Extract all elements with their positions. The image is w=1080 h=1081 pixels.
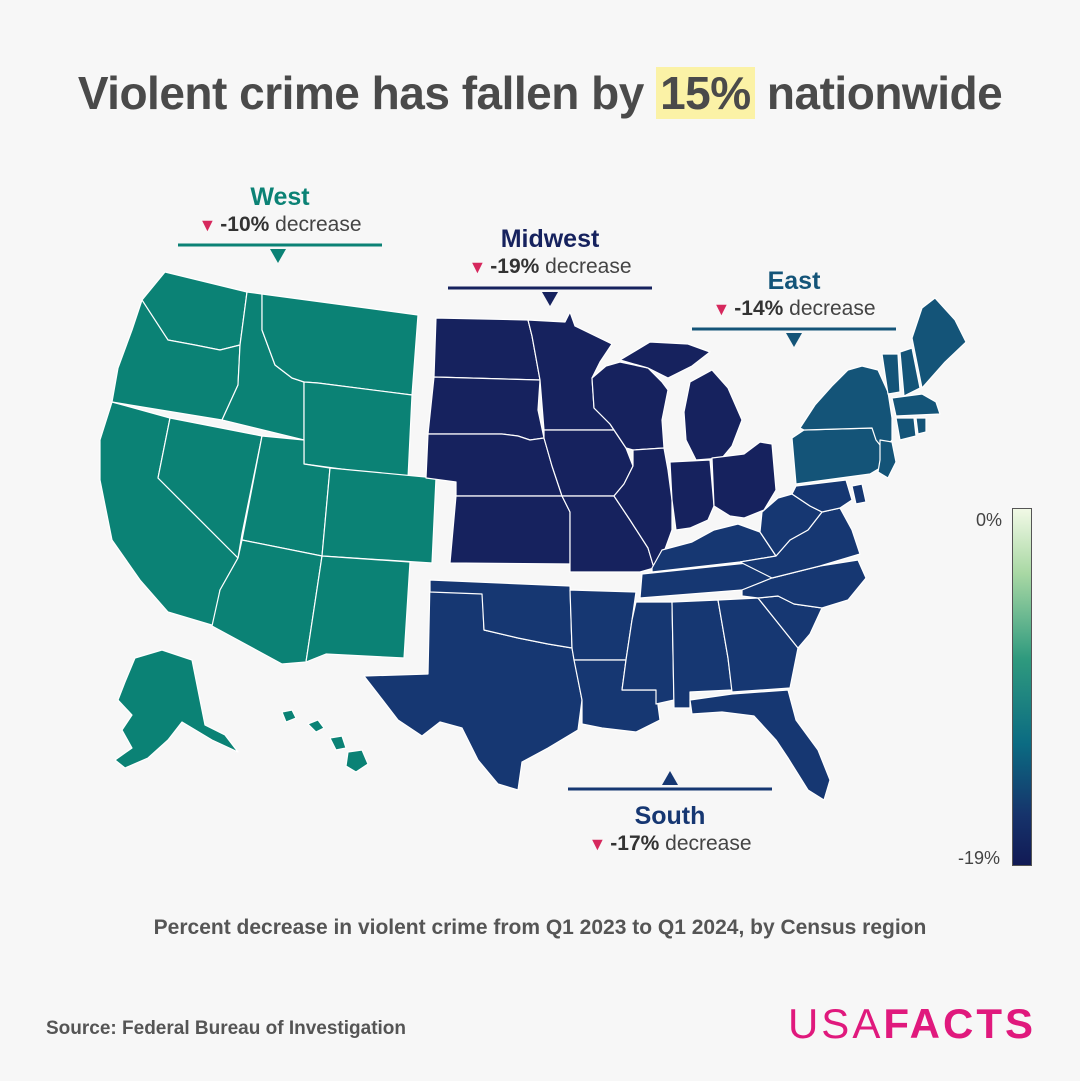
title-text-after: nationwide xyxy=(754,67,1003,119)
midwest-name: Midwest xyxy=(500,225,600,253)
region-midwest-states xyxy=(425,311,777,573)
source-note: Source: Federal Bureau of Investigation xyxy=(46,1018,407,1039)
state-massachusetts xyxy=(891,393,941,417)
state-maine xyxy=(911,297,967,389)
map-caption: Percent decrease in violent crime from Q… xyxy=(153,916,927,939)
chart-title: Violent crime has fallen by 15% nationwi… xyxy=(0,66,1080,120)
decrease-triangle-icon: ▼ xyxy=(198,215,217,235)
state-indiana xyxy=(669,459,715,531)
east-change: ▼ -14% decrease xyxy=(692,296,896,322)
state-ohio xyxy=(711,441,777,519)
state-new-york xyxy=(799,365,893,451)
west-label: West ▼ -10% decrease xyxy=(178,182,382,238)
state-new-jersey xyxy=(877,439,897,479)
state-kentucky xyxy=(651,523,777,573)
title-highlight: 15% xyxy=(656,67,755,119)
midwest-label: Midwest ▼ -19% decrease xyxy=(448,224,652,280)
logo-part-usa: USA xyxy=(787,1000,884,1047)
west-value: -10% xyxy=(220,213,270,236)
color-scale-legend xyxy=(1012,508,1032,866)
state-connecticut xyxy=(895,417,917,441)
south-pointer xyxy=(662,771,678,785)
state-new-mexico xyxy=(305,555,411,663)
midwest-change: ▼ -19% decrease xyxy=(448,254,652,280)
usafacts-logo: USAFACTS xyxy=(788,1000,1036,1048)
region-south-states xyxy=(363,479,867,801)
state-new-hampshire xyxy=(899,347,921,397)
state-wyoming xyxy=(303,381,413,479)
decrease-triangle-icon: ▼ xyxy=(712,299,731,319)
state-maryland xyxy=(791,479,853,513)
state-florida xyxy=(689,689,831,801)
west-pointer xyxy=(270,249,286,263)
region-brackets xyxy=(178,243,896,791)
decrease-triangle-icon: ▼ xyxy=(588,834,607,854)
state-hawaii xyxy=(281,709,369,773)
state-pennsylvania xyxy=(791,427,883,485)
east-name: East xyxy=(767,267,821,295)
state-kansas xyxy=(449,495,571,565)
east-pointer xyxy=(786,333,802,347)
title-text-before: Violent crime has fallen by xyxy=(77,67,657,119)
state-wisconsin xyxy=(591,361,669,451)
east-value: -14% xyxy=(734,297,784,320)
state-michigan xyxy=(619,341,743,461)
logo-part-facts: FACTS xyxy=(883,1000,1036,1047)
region-east-states xyxy=(791,297,967,485)
state-nevada xyxy=(157,417,263,559)
legend-min-label: -19% xyxy=(958,848,1001,868)
state-colorado xyxy=(321,467,437,564)
state-arkansas xyxy=(569,589,637,661)
midwest-value: -19% xyxy=(490,255,540,278)
midwest-pointer xyxy=(542,292,558,306)
state-rhode-island xyxy=(915,417,927,435)
decrease-triangle-icon: ▼ xyxy=(468,257,487,277)
south-value: -17% xyxy=(610,832,660,855)
midwest-suffix: decrease xyxy=(539,255,632,278)
state-south-dakota xyxy=(427,376,545,441)
state-vermont xyxy=(881,353,901,395)
legend-max-label: 0% xyxy=(976,510,1003,530)
state-alaska xyxy=(114,649,239,769)
south-label: South ▼ -17% decrease xyxy=(568,801,772,857)
state-north-dakota xyxy=(433,317,541,381)
state-west-virginia xyxy=(759,493,823,557)
west-suffix: decrease xyxy=(269,213,362,236)
south-change: ▼ -17% decrease xyxy=(568,831,772,857)
south-suffix: decrease xyxy=(659,832,752,855)
south-name: South xyxy=(634,802,706,830)
region-west-states xyxy=(99,271,437,773)
state-nebraska xyxy=(425,433,563,497)
east-suffix: decrease xyxy=(783,297,876,320)
state-delaware xyxy=(851,483,867,505)
west-change: ▼ -10% decrease xyxy=(178,212,382,238)
east-label: East ▼ -14% decrease xyxy=(692,266,896,322)
west-name: West xyxy=(250,183,310,211)
